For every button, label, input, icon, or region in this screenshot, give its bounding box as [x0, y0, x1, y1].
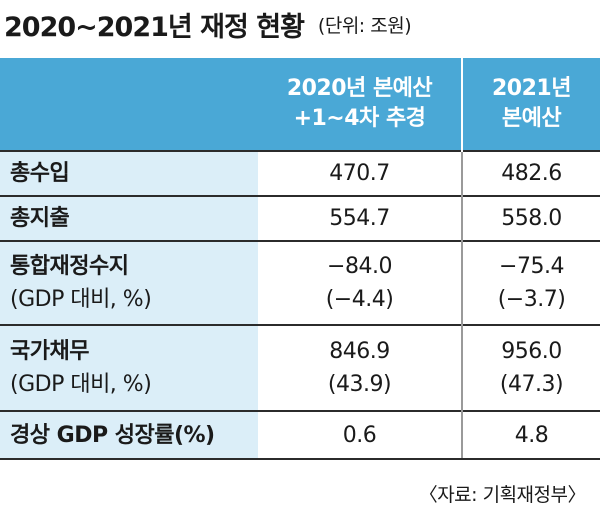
cell-2021: 558.0	[462, 195, 600, 241]
cell-2021: −75.4 (−3.7)	[462, 240, 600, 325]
row-label: 총수입	[0, 150, 258, 196]
header-2021-line2: 본예산	[501, 106, 562, 131]
row-label-line1: 통합재정수지	[10, 254, 129, 279]
cell-2021-value: 558.0	[501, 206, 562, 231]
cell-2020: 554.7	[258, 195, 463, 241]
header-corner	[0, 58, 258, 151]
cell-2021: 4.8	[462, 410, 600, 460]
header-2021-line1: 2021년	[492, 76, 571, 101]
row-label-line1: 국가채무	[10, 339, 89, 364]
row-label: 국가채무 (GDP 대비, %)	[0, 324, 258, 411]
cell-2021-value: −75.4	[499, 254, 564, 279]
cell-2020: 0.6	[258, 410, 463, 460]
table-row: 총지출 554.7 558.0	[0, 195, 600, 241]
cell-2020-value: 554.7	[329, 206, 390, 231]
source-note: 〈자료: 기획재정부〉	[418, 484, 587, 506]
header-row: 2020년 본예산 +1~4차 추경 2021년 본예산	[0, 58, 600, 151]
header-2020-line1: 2020년 본예산	[286, 76, 433, 101]
row-label-line2: (GDP 대비, %)	[10, 372, 152, 397]
fiscal-table: 2020년 본예산 +1~4차 추경 2021년 본예산 총수입 470.7 4…	[0, 58, 600, 460]
cell-2020-value: 470.7	[329, 161, 390, 186]
cell-2020-ratio: (43.9)	[327, 372, 392, 397]
row-label: 통합재정수지 (GDP 대비, %)	[0, 240, 258, 325]
row-label: 경상 GDP 성장률(%)	[0, 410, 258, 460]
table-row: 경상 GDP 성장률(%) 0.6 4.8	[0, 410, 600, 460]
cell-2021-value: 956.0	[501, 339, 562, 364]
cell-2021-ratio: (−3.7)	[497, 287, 566, 312]
row-label-line1: 총지출	[10, 206, 70, 231]
header-2021: 2021년 본예산	[462, 58, 600, 151]
unit-label: (단위: 조원)	[317, 14, 412, 37]
cell-2020: −84.0 (−4.4)	[258, 240, 463, 325]
row-label-line1: 총수입	[10, 161, 70, 186]
cell-2021-value: 482.6	[501, 161, 562, 186]
cell-2020-value: 0.6	[342, 422, 377, 448]
cell-2020-value: 846.9	[329, 339, 390, 364]
cell-2021-ratio: (47.3)	[499, 372, 564, 397]
row-label-line1: 경상 GDP 성장률(%)	[10, 422, 215, 448]
table-row: 통합재정수지 (GDP 대비, %) −84.0 (−4.4) −75.4 (−…	[0, 240, 600, 325]
cell-2021: 956.0 (47.3)	[462, 324, 600, 411]
cell-2020: 846.9 (43.9)	[258, 324, 463, 411]
cell-2021: 482.6	[462, 150, 600, 196]
header-2020: 2020년 본예산 +1~4차 추경	[258, 58, 463, 151]
row-label-line2: (GDP 대비, %)	[10, 287, 152, 312]
row-label: 총지출	[0, 195, 258, 241]
header-2020-line2: +1~4차 추경	[293, 106, 426, 131]
table-row: 국가채무 (GDP 대비, %) 846.9 (43.9) 956.0 (47.…	[0, 324, 600, 411]
cell-2020: 470.7	[258, 150, 463, 196]
cell-2020-value: −84.0	[327, 254, 392, 279]
table-row: 총수입 470.7 482.6	[0, 150, 600, 196]
title-row: 2020~2021년 재정 현황 (단위: 조원)	[4, 0, 412, 48]
cell-2020-ratio: (−4.4)	[325, 287, 394, 312]
cell-2021-value: 4.8	[514, 422, 549, 448]
page-title: 2020~2021년 재정 현황	[4, 11, 305, 43]
